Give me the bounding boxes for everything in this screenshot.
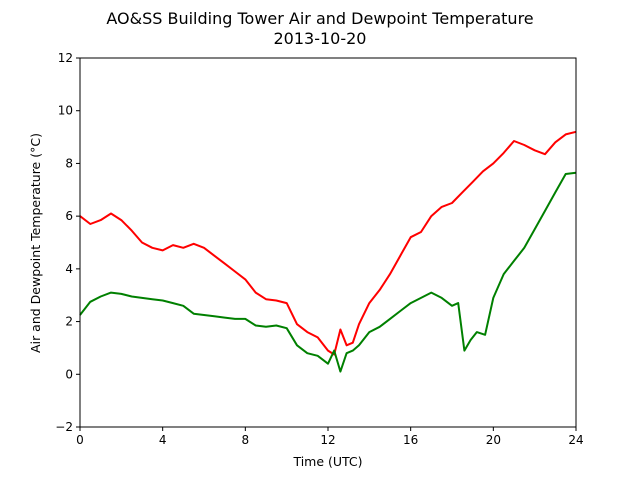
x-tick-label: 4	[159, 433, 167, 447]
y-tick-label: 10	[58, 104, 73, 118]
x-axis-ticks: 0 4 8 12 16 20 24	[76, 427, 584, 447]
chart-subtitle: 2013-10-20	[274, 29, 367, 48]
y-tick-label: 8	[65, 156, 73, 170]
x-tick-label: 20	[486, 433, 501, 447]
y-tick-label: 0	[65, 367, 73, 381]
x-tick-label: 16	[403, 433, 418, 447]
y-tick-label: 2	[65, 315, 73, 329]
x-tick-label: 24	[568, 433, 583, 447]
x-tick-label: 12	[320, 433, 335, 447]
chart-title: AO&SS Building Tower Air and Dewpoint Te…	[106, 9, 533, 28]
x-tick-label: 8	[242, 433, 250, 447]
y-tick-label: 4	[65, 262, 73, 276]
series-line-2	[79, 171, 577, 373]
y-tick-label: −2	[55, 420, 73, 434]
x-tick-label: 0	[76, 433, 84, 447]
y-tick-label: 6	[65, 209, 73, 223]
x-axis-label: Time (UTC)	[292, 454, 362, 469]
y-tick-label: 12	[58, 51, 73, 65]
series-line-1	[79, 130, 577, 356]
series-layer	[79, 130, 577, 373]
y-axis-ticks: −2 0 2 4 6 8 10 12	[55, 51, 80, 434]
y-axis-label: Air and Dewpoint Temperature (°C)	[28, 133, 43, 353]
